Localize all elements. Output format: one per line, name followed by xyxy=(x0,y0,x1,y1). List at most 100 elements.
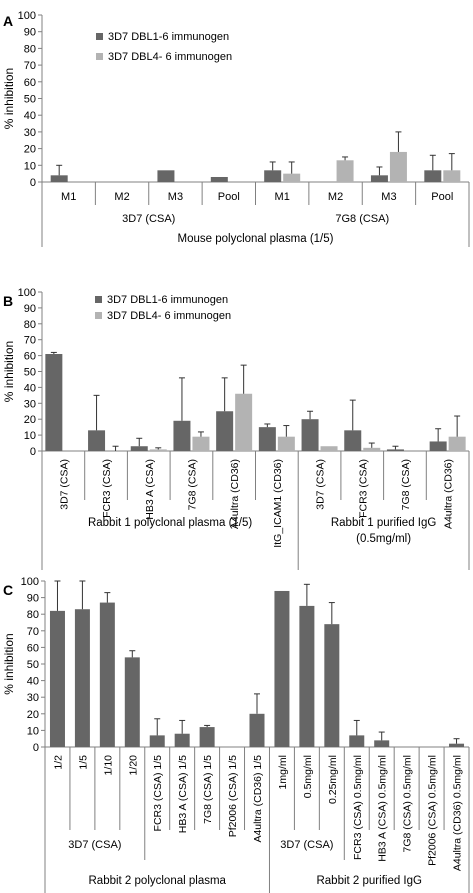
panel-B: B 0 10 20 30 40 50 60 70 80 90 100 % inhibition 3D7 (… xyxy=(2,287,470,570)
bar xyxy=(264,170,282,182)
x-tick-label: FCR3 (CSA) 1/5 xyxy=(152,755,164,832)
y-tick-label: 90 xyxy=(24,303,36,315)
y-tick-label: 80 xyxy=(24,43,36,55)
bar xyxy=(124,657,140,747)
x-tick-label: 3D7 (CSA) xyxy=(315,459,327,510)
x-tick-label: M1 xyxy=(61,191,76,203)
x-tick-label: M1 xyxy=(275,191,290,203)
bar xyxy=(386,449,404,451)
bar xyxy=(216,411,234,451)
y-tick-label: 80 xyxy=(27,609,39,621)
x-tick-label: HB3 A (CSA) xyxy=(144,459,156,520)
y-tick-label: 100 xyxy=(18,10,36,22)
group-label: 3D7 (CSA) xyxy=(280,839,333,851)
x-tick-label: 7G8 (CSA) xyxy=(400,459,412,510)
bar xyxy=(199,727,215,747)
y-tick-label: 90 xyxy=(27,593,39,605)
y-tick-label: 30 xyxy=(24,127,36,139)
bar xyxy=(277,436,295,451)
x-tick-label: A4ultra (CD36) xyxy=(229,459,241,529)
bar xyxy=(443,170,461,182)
y-tick-label: 100 xyxy=(21,576,39,588)
bar xyxy=(149,449,167,451)
bar xyxy=(374,740,390,747)
bar xyxy=(173,420,191,451)
supergroup-label: Rabbit 2 polyclonal plasma xyxy=(89,875,227,887)
y-tick-label: 40 xyxy=(24,110,36,122)
y-tick-label: 70 xyxy=(24,335,36,347)
x-tick-label: A4ultra (CD36) 1/5 xyxy=(252,755,264,843)
bar xyxy=(299,605,315,747)
bar xyxy=(424,170,442,182)
x-tick-label: HB3 A (CSA) 1/5 xyxy=(177,755,189,833)
bar xyxy=(99,602,115,747)
panel-C: C 0 10 20 30 40 50 60 70 80 90 100 % inhibition 1/2 1/… xyxy=(2,576,470,893)
x-tick-label: 0.5mg/ml xyxy=(302,755,314,798)
y-tick-label: 20 xyxy=(24,144,36,156)
legend-label: 3D7 DBL1-6 immunogen xyxy=(108,31,229,43)
legend-swatch xyxy=(95,296,102,303)
bar xyxy=(283,173,301,182)
x-tick-label: M3 xyxy=(168,191,183,203)
bar xyxy=(363,447,381,451)
y-tick-label: 20 xyxy=(27,709,39,721)
x-tick-label: 1/10 xyxy=(102,755,114,776)
supergroup-label: (0.5mg/ml) xyxy=(356,533,411,545)
y-axis-label: % inhibition xyxy=(2,68,16,129)
legend-swatch xyxy=(96,33,103,40)
x-tick-label: Pool xyxy=(218,191,240,203)
x-tick-label: 3D7 (CSA) xyxy=(58,459,70,510)
bar xyxy=(174,733,190,747)
y-tick-label: 0 xyxy=(30,446,36,458)
bar xyxy=(370,175,388,182)
x-tick-label: Pf2006 (CSA) 0.5mg/ml xyxy=(427,755,439,866)
panel-letter: C xyxy=(3,582,13,598)
legend-label: 3D7 DBL1-6 immunogen xyxy=(107,294,228,306)
bar xyxy=(448,436,466,451)
bar xyxy=(50,175,68,182)
legend-swatch xyxy=(96,53,103,60)
y-tick-label: 100 xyxy=(18,287,36,299)
x-tick-label: Pf2006 (CSA) 1/5 xyxy=(227,755,239,837)
y-tick-label: 10 xyxy=(24,430,36,442)
x-tick-label: FCR3 (CSA) xyxy=(357,459,369,518)
y-tick-label: 10 xyxy=(24,160,36,172)
y-tick-label: 70 xyxy=(24,60,36,72)
y-tick-label: 40 xyxy=(27,676,39,688)
bar xyxy=(130,446,148,451)
y-tick-label: 30 xyxy=(24,398,36,410)
y-tick-label: 50 xyxy=(24,367,36,379)
bar xyxy=(74,609,90,747)
bar xyxy=(324,624,340,747)
x-tick-label: 1/20 xyxy=(127,755,139,776)
bar xyxy=(235,393,253,451)
bar xyxy=(210,176,228,182)
panel-letter: A xyxy=(3,13,13,29)
x-tick-label: 7G8 (CSA) xyxy=(186,459,198,510)
supergroup-label: Rabbit 1 purified IgG xyxy=(331,517,437,529)
y-tick-label: 60 xyxy=(24,351,36,363)
bar xyxy=(274,590,290,747)
x-tick-label: 1/5 xyxy=(77,755,89,770)
bar xyxy=(336,160,354,182)
bar xyxy=(149,735,165,747)
y-tick-label: 80 xyxy=(24,319,36,331)
y-tick-label: 50 xyxy=(27,659,39,671)
y-tick-label: 0 xyxy=(30,177,36,189)
y-tick-label: 40 xyxy=(24,382,36,394)
y-tick-label: 20 xyxy=(24,414,36,426)
bar xyxy=(249,713,265,747)
supergroup-label: Rabbit 2 purified IgG xyxy=(316,875,422,887)
bar xyxy=(192,436,210,451)
legend-label: 3D7 DBL4- 6 immunogen xyxy=(107,310,231,322)
y-tick-label: 60 xyxy=(27,642,39,654)
legend-swatch xyxy=(95,312,102,319)
x-tick-label: 1mg/ml xyxy=(277,755,289,789)
group-label: 3D7 (CSA) xyxy=(68,839,121,851)
x-tick-label: 7G8 (CSA) 0.5mg/ml xyxy=(402,755,414,852)
y-axis-label: % inhibition xyxy=(2,633,16,694)
y-tick-label: 50 xyxy=(24,94,36,106)
x-tick-label: A4ultra (CD36) 0.5mg/ml xyxy=(452,755,464,871)
x-tick-label: M2 xyxy=(114,191,129,203)
